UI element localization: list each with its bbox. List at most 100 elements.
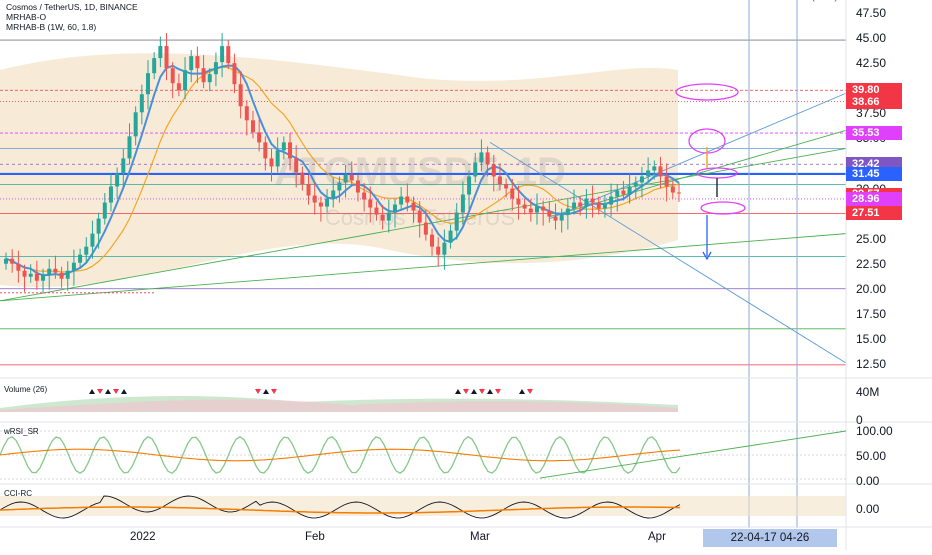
- candle-body: [318, 202, 323, 207]
- indicator-mrhab-o: MRHAB-O: [6, 12, 47, 22]
- legend: Cosmos / TetherUS, 1D, BINANCE MRHAB-O M…: [6, 2, 138, 32]
- cci-band: [0, 496, 846, 516]
- wrsi-signal-line: [0, 448, 681, 462]
- candle-body: [337, 182, 342, 191]
- cci-pane-label: CCI-RC: [4, 489, 32, 498]
- cci-axis-tick: 0.00: [856, 502, 880, 516]
- candle-body: [96, 218, 101, 234]
- candle-body: [646, 170, 651, 177]
- candle-body: [553, 216, 558, 221]
- candle-body: [183, 70, 188, 91]
- trend-line: [489, 141, 847, 364]
- candle-body: [306, 184, 311, 196]
- time-axis-tick: Feb: [305, 531, 325, 543]
- candle-body: [207, 74, 212, 83]
- candle-body: [522, 204, 527, 209]
- candle-body: [164, 46, 169, 69]
- candle-body: [146, 73, 151, 95]
- candle-body: [312, 195, 317, 203]
- candle-body: [47, 268, 52, 275]
- candle-body: [596, 202, 601, 209]
- price-axis-tick: 22.50: [856, 256, 887, 271]
- envelope-band: [0, 53, 678, 288]
- candle-body: [22, 270, 27, 277]
- volume-marker: [89, 389, 95, 394]
- price-axis-tick: 12.50: [856, 357, 887, 371]
- volume-marker: [495, 389, 501, 394]
- price-badge: 38.66: [846, 94, 902, 109]
- price-axis-tick: 25.00: [856, 231, 887, 246]
- ma-line-orange: [5, 66, 680, 273]
- candle-body: [473, 162, 478, 177]
- wrsi-axis-tick: 0.00: [856, 474, 880, 488]
- volume-marker: [263, 389, 269, 394]
- candle-body: [559, 214, 564, 221]
- volume-axis-tick: 40M: [856, 385, 880, 399]
- candle-body: [392, 204, 397, 213]
- candle-body: [195, 56, 200, 69]
- trend-line: [549, 129, 847, 218]
- volume-marker: [105, 389, 111, 394]
- price-axis-tick: 37.50: [856, 106, 887, 121]
- volume-marker: [487, 389, 493, 394]
- volume-marker: [455, 389, 461, 394]
- candle-body: [504, 184, 509, 189]
- candle-body: [436, 246, 441, 255]
- price-axis-tick: 20.00: [856, 281, 887, 296]
- candle-body: [664, 176, 669, 187]
- annotation-ellipse: [700, 201, 746, 215]
- level-label: (12.41): [812, 0, 838, 2]
- price-badge: 27.51: [846, 206, 902, 221]
- candle-body: [257, 132, 262, 143]
- price-badge: 31.45: [846, 166, 902, 181]
- wrsi-trend-line: [539, 430, 847, 479]
- candle-body: [84, 246, 89, 255]
- candle-body: [658, 166, 663, 177]
- candle-body: [380, 214, 385, 221]
- time-axis-tick: Apr: [648, 531, 666, 543]
- symbol-title: Cosmos / TetherUS, 1D, BINANCE: [6, 2, 138, 12]
- candle-body: [250, 120, 255, 133]
- candle-body: [176, 83, 181, 91]
- candle-body: [10, 258, 15, 264]
- volume-marker: [479, 389, 485, 394]
- wrsi-line: [0, 436, 681, 474]
- candle-body: [497, 176, 502, 185]
- candle-body: [78, 254, 83, 263]
- trend-line: [0, 233, 847, 302]
- candle-body: [65, 270, 70, 279]
- candle-body: [627, 186, 632, 195]
- candle-body: [4, 258, 8, 264]
- trend-line: [0, 147, 847, 302]
- candle-body: [541, 206, 546, 211]
- candle-body: [16, 263, 21, 271]
- candle-body: [220, 46, 225, 63]
- candle-body: [633, 182, 638, 187]
- candle-body: [430, 234, 435, 247]
- price-axis-tick: 42.50: [856, 56, 887, 71]
- level-label: (30.41): [812, 0, 838, 2]
- candle-body: [244, 106, 249, 121]
- volume-marker: [527, 389, 533, 394]
- candle-body: [349, 174, 354, 181]
- cci-line: [0, 495, 681, 519]
- annotation-arrowhead: [702, 251, 712, 261]
- level-label: (34.00): [812, 0, 838, 2]
- candle-body: [639, 176, 644, 183]
- candle-body: [572, 202, 577, 209]
- candle-body: [621, 190, 626, 195]
- level-label: (44.80): [812, 0, 838, 2]
- candle-body: [275, 150, 280, 167]
- candle-body: [386, 212, 391, 221]
- candle-body: [362, 192, 367, 200]
- candle-body: [584, 198, 589, 207]
- candle-body: [534, 206, 539, 213]
- volume-marker: [471, 389, 477, 394]
- wrsi-axis-tick: 50.00: [856, 449, 887, 463]
- volume-axis-tick: 0: [856, 413, 863, 427]
- candle-body: [139, 94, 144, 113]
- candle-body: [485, 152, 490, 165]
- candle-body: [528, 208, 533, 213]
